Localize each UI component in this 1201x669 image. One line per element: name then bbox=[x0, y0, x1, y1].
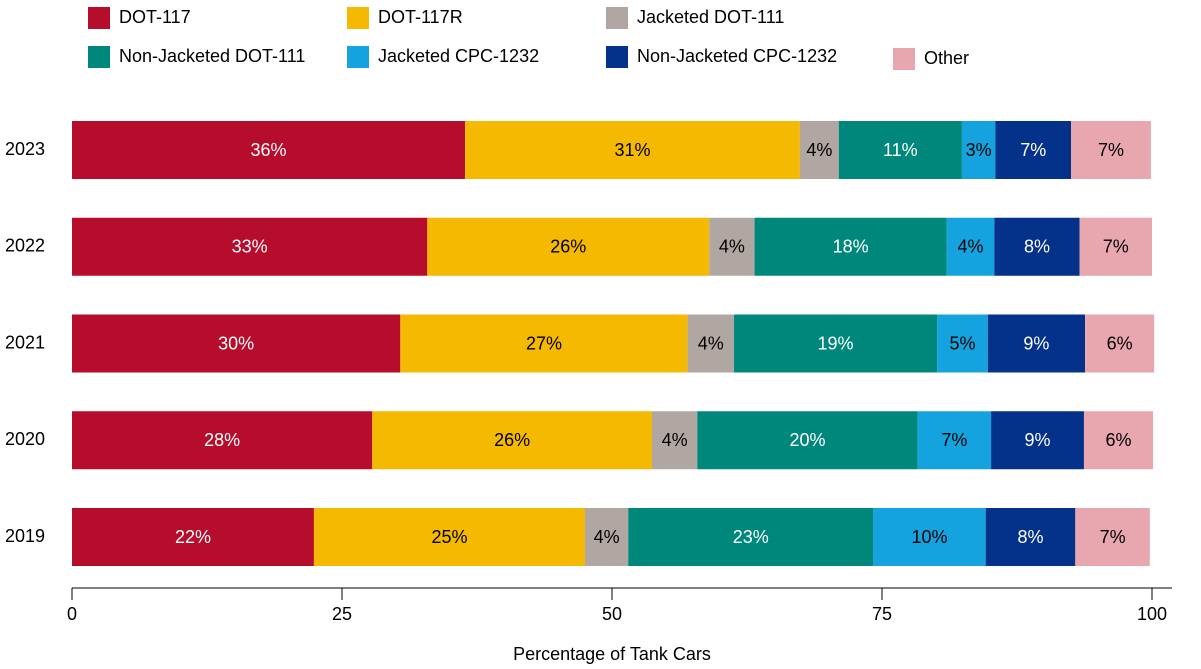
bar-segment bbox=[313, 508, 585, 566]
bar-segment bbox=[651, 411, 698, 470]
data-label: 7% bbox=[1020, 140, 1046, 160]
bar-segment bbox=[995, 121, 1071, 179]
bar-segment bbox=[72, 508, 314, 566]
x-tick-label: 75 bbox=[872, 604, 892, 624]
legend-swatch bbox=[606, 46, 628, 68]
bar-segment bbox=[1075, 508, 1150, 566]
x-tick-label: 25 bbox=[332, 604, 352, 624]
legend-swatch bbox=[88, 46, 110, 68]
legend-swatch bbox=[606, 7, 628, 29]
data-label: 30% bbox=[218, 333, 254, 353]
bar-segment bbox=[72, 314, 401, 373]
data-label: 8% bbox=[1024, 237, 1050, 257]
bar-segment bbox=[1085, 314, 1155, 373]
data-label: 25% bbox=[431, 527, 467, 547]
legend-label: DOT-117 bbox=[119, 7, 191, 27]
data-label: 27% bbox=[526, 333, 562, 353]
data-label: 9% bbox=[1023, 333, 1049, 353]
legend-label: Non-Jacketed DOT-111 bbox=[119, 46, 305, 66]
data-label: 10% bbox=[912, 527, 948, 547]
data-label: 31% bbox=[615, 140, 651, 160]
data-label: 6% bbox=[1107, 333, 1133, 353]
data-label: 7% bbox=[1100, 527, 1126, 547]
data-label: 9% bbox=[1025, 430, 1051, 450]
data-label: 3% bbox=[966, 140, 992, 160]
data-label: 7% bbox=[1103, 237, 1129, 257]
bar-segment bbox=[1071, 121, 1151, 179]
y-tick-label: 2020 bbox=[5, 429, 45, 449]
bar-segment bbox=[917, 411, 992, 470]
bar-segment bbox=[1079, 217, 1152, 276]
y-tick-label: 2019 bbox=[5, 526, 45, 546]
bar-segment bbox=[427, 217, 710, 276]
legend-label: Non-Jacketed CPC-1232 bbox=[637, 46, 837, 66]
legend-swatch bbox=[347, 7, 369, 29]
bar-segment bbox=[372, 411, 652, 470]
x-axis-label: Percentage of Tank Cars bbox=[513, 644, 711, 664]
y-tick-label: 2022 bbox=[5, 236, 45, 256]
data-label: 4% bbox=[806, 140, 832, 160]
data-label: 4% bbox=[662, 430, 688, 450]
bar-segment bbox=[465, 121, 800, 179]
legend-label: Jacketed DOT-111 bbox=[637, 7, 784, 27]
x-tick-label: 100 bbox=[1137, 604, 1167, 624]
data-label: 18% bbox=[833, 237, 869, 257]
bar-segment bbox=[72, 121, 466, 179]
y-tick-label: 2023 bbox=[5, 139, 45, 159]
bar-segment bbox=[754, 217, 947, 276]
data-label: 28% bbox=[204, 430, 240, 450]
x-tick-label: 0 bbox=[67, 604, 77, 624]
bar-segment bbox=[585, 508, 629, 566]
legend-label: Jacketed CPC-1232 bbox=[378, 46, 539, 66]
data-label: 7% bbox=[941, 430, 967, 450]
bar-segment bbox=[400, 314, 688, 373]
data-label: 19% bbox=[818, 333, 854, 353]
data-label: 4% bbox=[719, 237, 745, 257]
data-label: 4% bbox=[958, 237, 984, 257]
data-label: 26% bbox=[494, 430, 530, 450]
data-label: 5% bbox=[949, 333, 975, 353]
data-label: 36% bbox=[251, 140, 287, 160]
data-label: 4% bbox=[594, 527, 620, 547]
data-label: 33% bbox=[232, 237, 268, 257]
legend-swatch bbox=[347, 46, 369, 68]
bar-segment bbox=[985, 508, 1076, 566]
bar-segment bbox=[946, 217, 995, 276]
bar-segment bbox=[991, 411, 1084, 470]
data-label: 4% bbox=[698, 333, 724, 353]
bar-segment bbox=[873, 508, 986, 566]
bar-segment bbox=[734, 314, 938, 373]
data-label: 6% bbox=[1106, 430, 1132, 450]
data-label: 8% bbox=[1017, 527, 1043, 547]
bar-segment bbox=[1083, 411, 1154, 470]
bar-segment bbox=[697, 411, 918, 470]
bar-segment bbox=[628, 508, 874, 566]
legend-swatch bbox=[893, 48, 915, 70]
data-label: 23% bbox=[733, 527, 769, 547]
bar-segment bbox=[709, 217, 755, 276]
bar-segment bbox=[799, 121, 839, 179]
bar-segment bbox=[994, 217, 1080, 276]
bar-segment bbox=[687, 314, 735, 373]
bar-segment bbox=[72, 217, 428, 276]
bar-segment bbox=[72, 411, 373, 470]
data-label: 20% bbox=[789, 430, 825, 450]
x-tick-label: 50 bbox=[602, 604, 622, 624]
data-label: 11% bbox=[883, 140, 918, 160]
legend-swatch bbox=[88, 7, 110, 29]
legend-label: DOT-117R bbox=[378, 7, 463, 27]
bar-segment bbox=[987, 314, 1086, 373]
data-label: 22% bbox=[175, 527, 211, 547]
data-label: 7% bbox=[1098, 140, 1124, 160]
y-tick-label: 2021 bbox=[5, 332, 45, 352]
data-label: 26% bbox=[550, 237, 586, 257]
bar-segment bbox=[937, 314, 988, 373]
bar-segment bbox=[838, 121, 962, 179]
bar-segment bbox=[961, 121, 996, 179]
legend-label: Other bbox=[924, 48, 969, 68]
